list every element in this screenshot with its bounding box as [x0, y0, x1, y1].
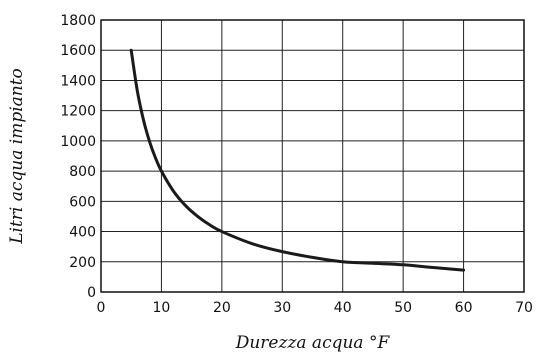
- y-axis-label: Litri acqua impianto: [7, 68, 27, 245]
- y-tick-label: 1200: [60, 104, 96, 120]
- x-tick-label: 60: [455, 300, 473, 316]
- x-tick-label: 0: [97, 300, 106, 316]
- y-tick-label: 800: [69, 164, 96, 180]
- x-tick-label: 20: [213, 300, 231, 316]
- plot-frame: [100, 19, 525, 293]
- x-tick-label: 70: [515, 300, 533, 316]
- plot-border: [100, 19, 525, 293]
- x-tick-label: 50: [394, 300, 412, 316]
- x-tick-label: 30: [273, 300, 291, 316]
- y-tick-label: 0: [87, 285, 96, 301]
- series: [129, 48, 466, 272]
- y-tick-label: 400: [69, 225, 96, 241]
- x-axis-label: Durezza acqua °F: [235, 333, 391, 353]
- y-tick-label: 1000: [60, 134, 96, 150]
- y-tick-label: 600: [69, 194, 96, 210]
- y-tick-label: 1600: [60, 43, 96, 59]
- y-tick-label: 200: [69, 255, 96, 271]
- x-tick-label: 40: [334, 300, 352, 316]
- grid: [100, 19, 525, 293]
- y-tick-label: 1800: [60, 13, 96, 29]
- x-tick-label: 10: [153, 300, 171, 316]
- series-line: [129, 48, 466, 272]
- y-tick-labels: 0 200 400 600 800 1000 1200 1400 1600 1800: [60, 13, 96, 301]
- y-tick-label: 1400: [60, 73, 96, 89]
- x-tick-labels: 0 10 20 30 40 50 60 70: [97, 300, 533, 316]
